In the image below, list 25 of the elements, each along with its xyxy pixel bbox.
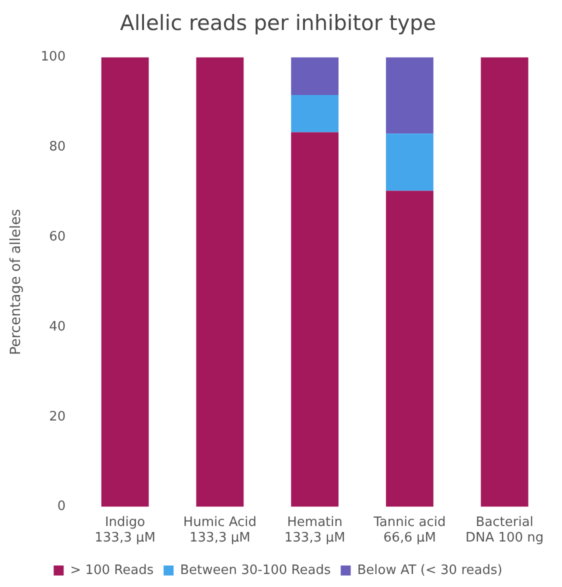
- y-tick-label: 80: [49, 139, 66, 154]
- x-tick-label: Tannic acid 66,6 µM: [372, 514, 446, 546]
- legend-label: > 100 Reads: [70, 562, 154, 578]
- bar: [101, 57, 149, 507]
- legend-label: Between 30-100 Reads: [180, 562, 331, 578]
- y-tick-label: 20: [49, 409, 66, 424]
- x-tick-label: Humic Acid 133,3 µM: [183, 514, 257, 546]
- y-tick-label: 60: [49, 229, 66, 244]
- bar: [291, 57, 339, 95]
- bar: [291, 132, 339, 507]
- x-tick-label: Hematin 133,3 µM: [284, 514, 346, 546]
- bar: [480, 57, 528, 507]
- bar: [386, 190, 434, 507]
- legend-label: Below AT (< 30 reads): [357, 562, 502, 578]
- y-tick-label: 100: [40, 50, 66, 65]
- bar: [196, 57, 244, 507]
- bar: [386, 134, 434, 191]
- y-tick-label: 0: [57, 499, 66, 514]
- y-axis-title: Percentage of alleles: [8, 209, 24, 355]
- x-tick-label: Indigo 133,3 µM: [94, 514, 156, 546]
- x-tick-label: Bacterial DNA 100 ng: [465, 514, 544, 546]
- y-tick-label: 40: [49, 319, 66, 334]
- chart-title: Allelic reads per inhibitor type: [120, 11, 436, 36]
- bar: [386, 57, 434, 134]
- bar: [291, 94, 339, 132]
